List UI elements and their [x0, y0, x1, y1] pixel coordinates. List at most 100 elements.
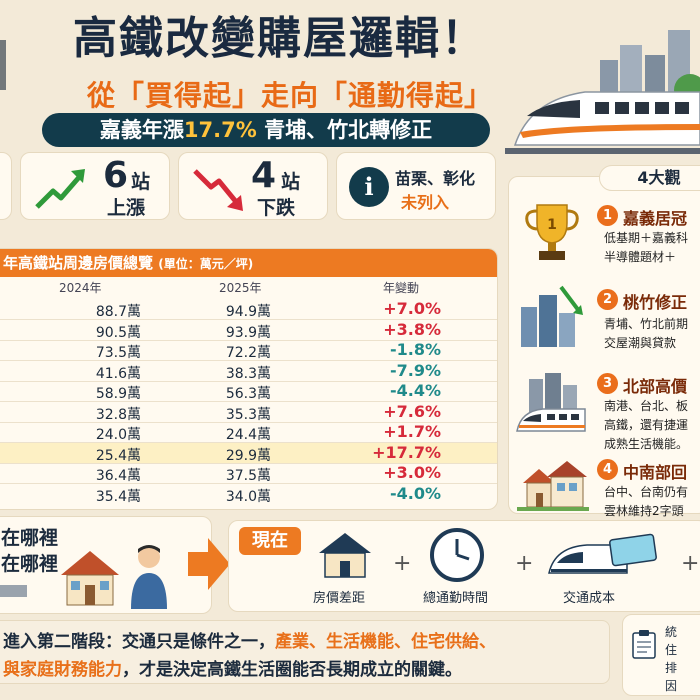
cell-2024: 36.4萬	[95, 468, 141, 484]
stat-excluded-line1: 苗栗、彰化	[395, 169, 476, 188]
footer-summary: 進入第二階段：交通只是條件之一，產業、生活機能、住宅供給、 與家庭財務能力，才是…	[0, 620, 610, 684]
note-line4: 因	[665, 679, 678, 693]
cell-change: +1.7%	[383, 422, 441, 441]
table-row: 58.9萬 56.3萬 -4.4%	[0, 381, 497, 402]
factor-transport-cost: 交通成本	[563, 591, 616, 606]
headline-banner: 嘉義年漲17.7% 青埔、竹北轉修正	[42, 113, 490, 147]
train-ticket-icon	[548, 533, 657, 574]
footer-line2-a: 與家庭財務能力	[3, 660, 122, 680]
obs-2-line2: 交屋潮與貸款	[604, 336, 677, 350]
note-line2: 住	[665, 643, 678, 657]
cell-2025: 72.2萬	[225, 345, 271, 361]
banner-suffix: 青埔、竹北轉修正	[264, 118, 433, 142]
cell-change: +7.6%	[383, 401, 441, 421]
plus-sign-2: +	[515, 551, 534, 576]
row-divider	[0, 483, 497, 484]
past-panel: 在哪裡 在哪裡	[0, 516, 212, 614]
cell-change: -4.4%	[389, 381, 441, 400]
table-row: 73.5萬 72.2萬 -1.8%	[0, 340, 497, 361]
stat-falling-unit: 站	[281, 171, 301, 193]
cell-change: +3.0%	[383, 463, 441, 482]
note-card: 統 住 排 因	[622, 614, 700, 696]
stat-card-falling: 4 站 下跌	[178, 152, 328, 220]
stat-excluded-line2: 未列入	[401, 193, 450, 212]
observations-header: 4大觀	[599, 165, 700, 191]
stat-card-partial	[0, 152, 12, 220]
cell-2025: 94.9萬	[225, 304, 271, 320]
stat-rising-label: 上漲	[107, 197, 146, 219]
obs-4-line2: 雲林維持2字頭	[604, 504, 684, 518]
stat-falling-label: 下跌	[257, 197, 296, 219]
svg-text:1: 1	[547, 217, 557, 233]
page-title: 高鐵改變購屋邏輯！	[73, 13, 487, 64]
arrow-bar	[0, 585, 27, 597]
row-divider	[0, 319, 497, 320]
house-icon	[61, 551, 119, 606]
cell-2024: 73.5萬	[95, 345, 141, 361]
obs-4-line1: 台中、台南仍有	[604, 485, 689, 499]
train-city-icon	[516, 373, 586, 432]
cell-change: -7.9%	[389, 360, 441, 380]
table-row: 90.5萬 93.9萬 +3.8%	[0, 319, 497, 341]
table-row: 88.7萬 94.9萬 +7.0%	[0, 299, 497, 320]
side-mark	[0, 40, 6, 90]
info-icon: i	[349, 167, 389, 207]
houses-icon	[517, 461, 589, 511]
house-price-icon	[319, 533, 371, 578]
cell-change: -1.8%	[389, 340, 441, 359]
cell-2024: 58.9萬	[95, 386, 141, 402]
stat-rising-number: 6	[103, 155, 129, 196]
table-row: 25.4萬 29.9萬 +17.7%	[0, 442, 497, 464]
table-row: 36.4萬 37.5萬 +3.0%	[0, 463, 497, 484]
table-row: 32.8萬 35.3萬 +7.6%	[0, 401, 497, 423]
footer-line1-b: 產業、生活機能、住宅供給、	[275, 632, 496, 652]
footer-line2-b: ，才是決定高鐵生活圈能否長期成立的關鍵。	[122, 660, 462, 680]
cell-change: -4.0%	[389, 483, 441, 503]
clipboard-icon	[632, 630, 656, 659]
cell-2024: 25.4萬	[95, 447, 141, 464]
cell-2024: 90.5萬	[95, 324, 141, 341]
obs-3-line2: 高鐵，還有捷運	[604, 418, 689, 432]
price-table: 年高鐵站周邊房價總覽 (單位：萬元／坪) 2024年 2025年 年變動 88.…	[0, 248, 498, 510]
stat-falling-number: 4	[251, 155, 277, 196]
obs-2-number: 2	[597, 289, 618, 310]
obs-3-number: 3	[597, 373, 618, 394]
clock-icon	[430, 528, 484, 582]
stat-card-excluded: i 苗栗、彰化 未列入	[336, 152, 496, 220]
col-header-2024: 2024年	[59, 281, 102, 295]
price-table-title: 年高鐵站周邊房價總覽	[3, 254, 154, 272]
cell-2024: 24.0萬	[95, 427, 141, 443]
obs-1-title: 嘉義居冠	[623, 209, 688, 228]
obs-1-line1: 低基期＋嘉義科	[604, 231, 689, 245]
note-line3: 排	[665, 661, 678, 675]
banner-highlight: 17.7%	[183, 118, 257, 142]
plus-sign-1: +	[393, 551, 412, 576]
obs-1-number: 1	[597, 205, 618, 226]
obs-4-number: 4	[597, 459, 618, 480]
cell-2025: 34.0萬	[225, 488, 271, 505]
obs-4-title: 中南部回	[623, 463, 688, 482]
cell-change: +7.0%	[383, 299, 441, 318]
cell-2025: 38.3萬	[225, 365, 271, 382]
table-row: 41.6萬 38.3萬 -7.9%	[0, 360, 497, 382]
table-row: 35.4萬 34.0萬 -4.0%	[0, 483, 497, 505]
cell-2024: 41.6萬	[95, 365, 141, 382]
col-header-change: 年變動	[383, 281, 420, 295]
obs-3-title: 北部高價	[623, 377, 688, 396]
obs-2-line1: 青埔、竹北前期	[604, 317, 689, 331]
cell-2024: 35.4萬	[95, 488, 141, 505]
train-illustration	[505, 30, 700, 154]
trophy-icon: 1	[525, 204, 579, 260]
now-panel: 現在 房價差距 + 總通勤時間 + 交通成本 +	[228, 520, 700, 612]
stat-rising-unit: 站	[131, 171, 151, 193]
stat-card-rising: 6 站 上漲	[20, 152, 170, 220]
row-divider	[0, 401, 497, 402]
now-label: 現在	[239, 527, 301, 555]
cell-2024: 88.7萬	[95, 304, 141, 320]
trend-down-icon	[193, 169, 243, 211]
row-divider	[0, 380, 497, 382]
cell-change: +3.8%	[383, 319, 441, 339]
banner-prefix: 嘉義年漲	[99, 118, 184, 142]
row-divider	[0, 462, 497, 464]
obs-1-line2: 半導體題材＋	[604, 250, 677, 264]
